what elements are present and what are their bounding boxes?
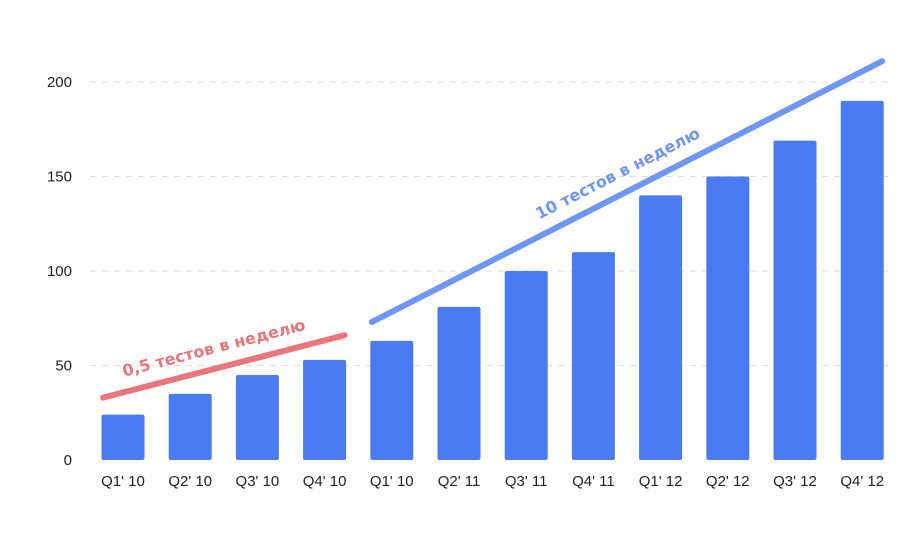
bar: [706, 176, 750, 460]
y-tick-label: 200: [47, 74, 72, 91]
x-tick-label: Q1' 10: [370, 473, 414, 490]
y-tick-label: 150: [47, 169, 72, 186]
bar: [370, 340, 414, 460]
bar: [571, 252, 615, 460]
bar: [168, 393, 212, 460]
bar: [773, 140, 817, 460]
x-tick-label: Q4' 10: [303, 473, 347, 490]
y-tick-label: 0: [64, 452, 72, 469]
x-axis-ticks: Q1' 10 Q2' 10 Q3' 10 Q4' 10 Q1' 10 Q2' 11 Q3' …: [101, 473, 884, 490]
x-tick-label: Q4' 12: [840, 473, 884, 490]
bar: [504, 271, 548, 460]
y-tick-label: 50: [55, 358, 72, 375]
x-tick-label: Q1' 10: [101, 473, 145, 490]
bar: [303, 359, 347, 460]
x-tick-label: Q2' 11: [438, 473, 481, 490]
bar: [639, 195, 683, 460]
trend-line: [368, 58, 886, 326]
x-tick-label: Q2' 12: [706, 473, 750, 490]
bars: [101, 100, 884, 461]
trend-line: [100, 332, 348, 401]
y-tick-label: 100: [47, 263, 72, 280]
x-tick-label: Q3' 12: [773, 473, 817, 490]
x-tick-label: Q3' 11: [505, 473, 548, 490]
bar: [235, 374, 279, 460]
bar: [101, 414, 145, 460]
x-tick-label: Q4' 11: [572, 473, 615, 490]
bar: [437, 306, 481, 460]
x-tick-label: Q2' 10: [168, 473, 212, 490]
y-axis-ticks: 0 50 100 150 200: [47, 74, 72, 469]
gridlines: [90, 81, 892, 366]
bar: [840, 100, 884, 461]
x-tick-label: Q3' 10: [236, 473, 280, 490]
x-tick-label: Q1' 12: [639, 473, 683, 490]
